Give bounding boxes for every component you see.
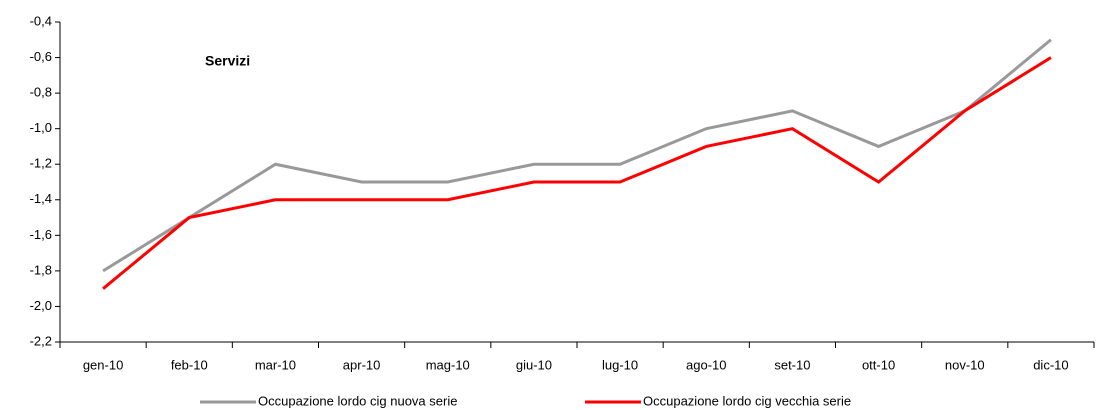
y-tick-label: -1,0 [30,120,52,135]
x-tick-label: set-10 [774,357,810,372]
x-tick-label: giu-10 [516,357,552,372]
x-tick-label: ago-10 [686,357,726,372]
x-tick-label: mag-10 [426,357,470,372]
x-tick-label: dic-10 [1033,357,1068,372]
x-tick-label: mar-10 [255,357,296,372]
series-line [102,56,1052,290]
y-tick-label: -1,2 [30,156,52,171]
y-tick-label: -0,4 [30,13,52,28]
y-tick-label: -0,8 [30,85,52,100]
y-tick-label: -1,8 [30,262,52,277]
y-tick-label: -2,2 [30,333,52,348]
legend-label: Occupazione lordo cig nuova serie [258,393,457,408]
x-tick-label: gen-10 [83,357,123,372]
annotation: Servizi [205,53,250,69]
legend-label: Occupazione lordo cig vecchia serie [643,393,851,408]
x-tick-label: apr-10 [343,357,381,372]
x-tick-label: nov-10 [945,357,985,372]
series-line [102,38,1052,273]
x-tick-label: feb-10 [171,357,208,372]
x-tick-label: ott-10 [862,357,895,372]
y-tick-label: -2,0 [30,298,52,313]
y-tick-label: -0,6 [30,49,52,64]
x-tick-label: lug-10 [602,357,638,372]
y-tick-label: -1,6 [30,227,52,242]
y-tick-label: -1,4 [30,191,52,206]
